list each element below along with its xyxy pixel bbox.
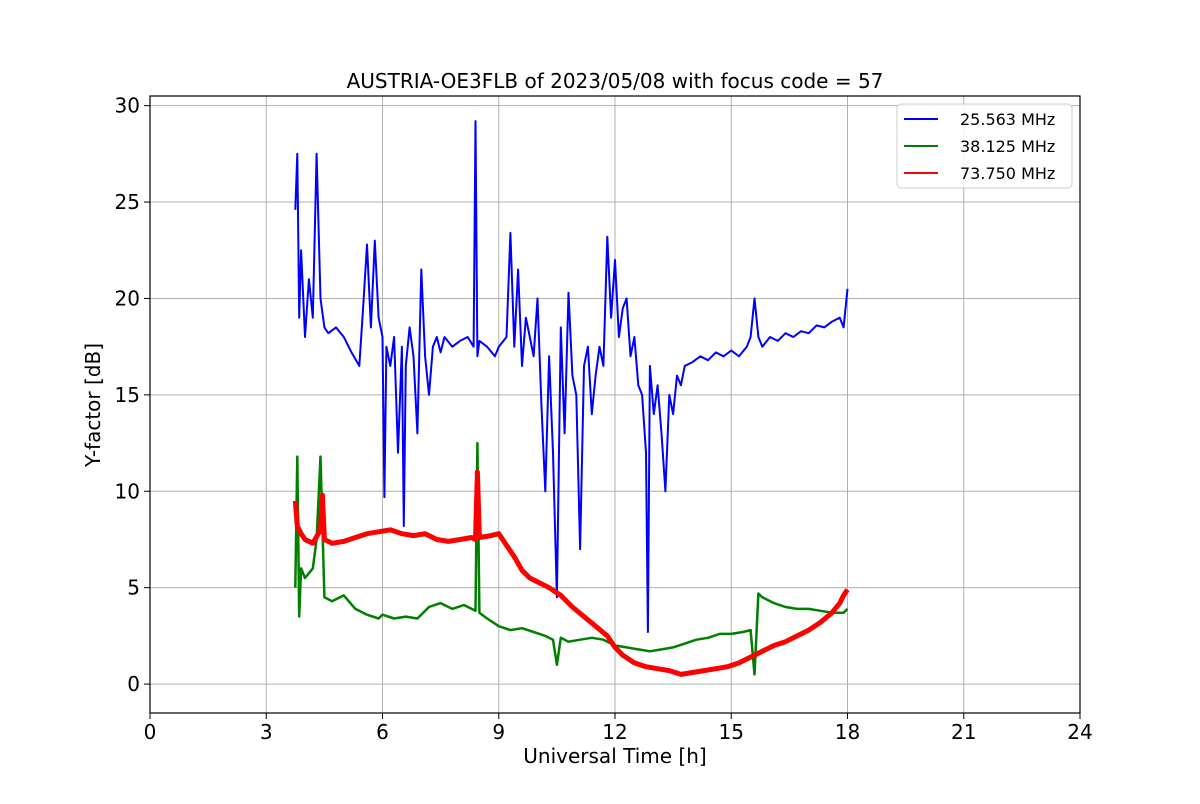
legend-label-3: 73.750 MHz	[960, 164, 1055, 183]
legend: 25.563 MHz 38.125 MHz 73.750 MHz	[896, 103, 1073, 189]
y-tick-label: 15	[115, 383, 140, 407]
legend-box	[896, 103, 1073, 189]
grid	[149, 96, 1081, 713]
y-axis-label: Y-factor [dB]	[81, 343, 105, 468]
y-tick-label: 5	[127, 576, 140, 600]
series-lines	[292, 120, 850, 677]
legend-label-2: 38.125 MHz	[960, 137, 1055, 156]
x-tick-label: 12	[602, 720, 627, 744]
y-tick-label: 10	[115, 479, 140, 503]
y-tick-label: 20	[115, 286, 140, 310]
axis-ticks: 0 3 6 9 12 15 18 21 24 0 5 10 15 20 25 30	[115, 94, 1093, 744]
y-tick-label: 0	[127, 672, 140, 696]
series-line-1	[294, 120, 849, 633]
y-tick-label: 25	[115, 190, 140, 214]
y-tick-label: 30	[115, 94, 140, 118]
legend-label-1: 25.563 MHz	[960, 110, 1055, 129]
x-tick-label: 6	[376, 720, 389, 744]
x-axis-label: Universal Time [h]	[523, 744, 706, 768]
x-tick-label: 15	[719, 720, 744, 744]
x-tick-label: 3	[260, 720, 273, 744]
x-tick-label: 21	[951, 720, 976, 744]
chart-title: AUSTRIA-OE3FLB of 2023/05/08 with focus …	[347, 69, 884, 93]
x-tick-label: 18	[835, 720, 860, 744]
series-line-3	[292, 469, 850, 677]
x-tick-label: 0	[144, 720, 157, 744]
x-tick-label: 24	[1067, 720, 1092, 744]
series-line-2	[294, 441, 849, 676]
x-tick-label: 9	[492, 720, 505, 744]
